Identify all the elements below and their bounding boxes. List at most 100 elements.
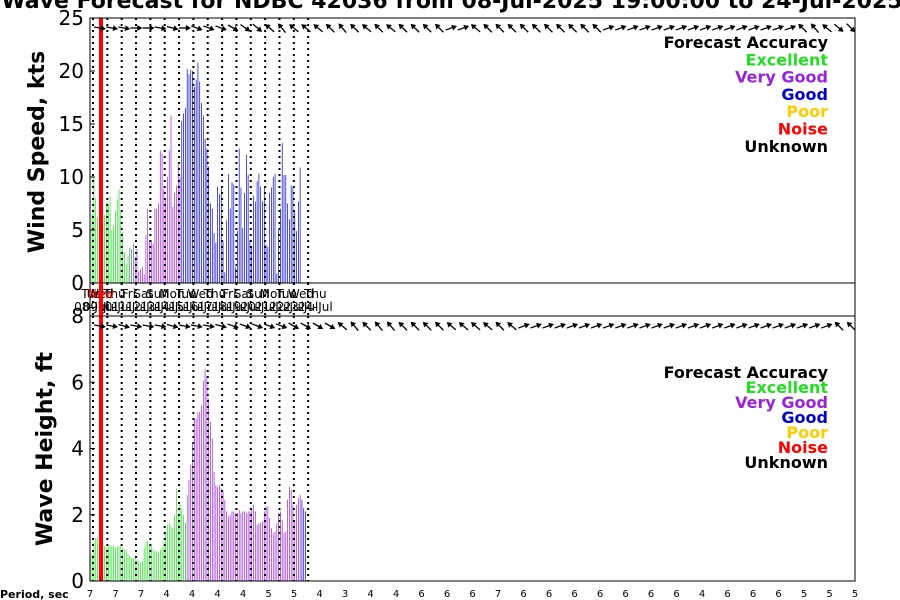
bar: [91, 214, 93, 283]
day-date: 10-Jul: [97, 300, 132, 314]
bar: [138, 561, 140, 582]
bar: [256, 524, 258, 581]
period-value: 6: [546, 589, 552, 600]
bar: [215, 484, 217, 581]
bar: [109, 544, 111, 581]
bar: [210, 203, 211, 283]
period-value: 7: [138, 589, 144, 600]
direction-arrow-icon: [410, 23, 420, 33]
bar: [192, 71, 193, 283]
direction-arrow-icon: [736, 24, 748, 31]
direction-arrow-icon: [422, 23, 432, 33]
direction-arrow-icon: [724, 24, 736, 31]
bar: [177, 514, 179, 581]
day-name: Sun: [146, 287, 169, 301]
day-name: Thu: [303, 287, 327, 301]
bar: [215, 242, 217, 283]
bar: [290, 185, 292, 283]
direction-arrow-icon: [398, 23, 408, 33]
bar: [116, 199, 118, 283]
day-date: 17-Jul: [198, 300, 233, 314]
bar: [107, 205, 109, 283]
direction-arrow-icon: [592, 23, 602, 33]
bar: [303, 508, 305, 582]
bar: [129, 556, 131, 581]
y-tick-label: 15: [59, 112, 84, 136]
direction-arrow-icon: [820, 322, 833, 329]
day-name: Fri: [222, 287, 236, 301]
direction-arrow-icon: [507, 23, 517, 33]
bar: [152, 243, 154, 283]
day-date: 24-Jul: [298, 300, 333, 314]
direction-arrow-icon: [191, 25, 203, 32]
bar: [208, 398, 210, 581]
direction-arrow-icon: [711, 24, 724, 31]
direction-arrow-icon: [166, 25, 179, 32]
direction-arrow-icon: [324, 322, 336, 330]
plot-frame: [89, 315, 856, 582]
bar: [143, 547, 145, 582]
bar: [253, 504, 254, 581]
bar: [134, 256, 136, 283]
bar: [262, 201, 263, 283]
direction-arrow-icon: [142, 323, 155, 330]
bar: [222, 491, 224, 581]
period-value: 6: [597, 589, 603, 600]
bar: [194, 418, 195, 581]
bar: [244, 192, 245, 283]
bar: [195, 418, 197, 581]
direction-arrow-icon: [578, 322, 591, 329]
direction-arrow-icon: [361, 24, 372, 33]
bar: [265, 244, 267, 283]
direction-arrow-icon: [215, 323, 227, 330]
bar: [150, 240, 152, 283]
legend-item: Good: [781, 85, 828, 104]
bar: [260, 186, 262, 283]
bar: [190, 69, 192, 283]
direction-arrow-icon: [846, 23, 856, 33]
legend-item: Noise: [778, 438, 828, 457]
direction-arrow-icon: [301, 24, 311, 33]
bar: [271, 528, 272, 581]
bar: [168, 150, 170, 283]
direction-arrow-icon: [154, 323, 167, 330]
bar: [127, 554, 129, 581]
bar: [224, 272, 226, 283]
bar: [305, 511, 306, 581]
bar: [247, 511, 249, 581]
direction-arrow-icon: [338, 23, 347, 34]
bar: [113, 225, 114, 283]
period-value: 5: [826, 589, 832, 600]
period-value: 6: [622, 589, 628, 600]
bar: [287, 203, 288, 283]
direction-arrow-icon: [602, 322, 615, 329]
period-value: 4: [214, 589, 220, 600]
bar: [238, 148, 240, 283]
direction-arrow-icon: [542, 322, 554, 329]
direction-arrow-icon: [663, 322, 675, 329]
direction-arrow-icon: [798, 23, 808, 33]
direction-arrow-icon: [639, 322, 651, 329]
direction-arrow-icon: [543, 23, 553, 33]
bar: [199, 412, 201, 581]
bar: [213, 233, 215, 283]
y-tick-label: 0: [71, 569, 84, 593]
direction-arrow-icon: [699, 322, 712, 329]
y-tick-label: 10: [59, 165, 84, 189]
direction-arrow-icon: [580, 23, 590, 33]
bar: [272, 532, 274, 581]
bar: [254, 511, 256, 581]
day-name: Fri: [122, 287, 136, 301]
period-value: 4: [240, 589, 246, 600]
bar: [183, 113, 184, 284]
day-date: 16-Jul: [183, 300, 218, 314]
bar: [242, 511, 244, 581]
bar: [142, 561, 143, 582]
bar: [95, 198, 97, 283]
bar: [269, 192, 270, 283]
bar: [115, 547, 116, 582]
bar: [229, 514, 231, 581]
bar: [231, 511, 233, 581]
day-name: Sat: [133, 287, 153, 301]
bar: [276, 273, 278, 283]
